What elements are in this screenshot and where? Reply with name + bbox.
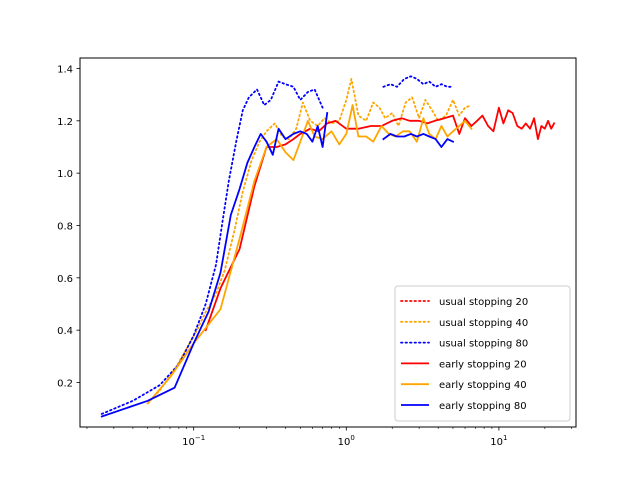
y-tick-label: 0.8 <box>57 221 73 232</box>
series-line-6 <box>100 111 455 418</box>
legend-label: early stopping 40 <box>439 380 527 391</box>
x-tick-label: 101 <box>490 434 507 448</box>
legend-label: early stopping 20 <box>439 359 527 370</box>
legend-label: usual stopping 40 <box>439 318 528 329</box>
series-line-2 <box>146 78 473 405</box>
x-tick-label: 10−1 <box>182 434 205 448</box>
x-tick-label: 100 <box>338 434 355 448</box>
y-tick-label: 1.2 <box>57 117 73 128</box>
y-tick-label: 0.6 <box>57 274 73 285</box>
series-line-4 <box>204 106 556 332</box>
legend-label: usual stopping 20 <box>439 297 528 308</box>
legend-box <box>394 285 571 422</box>
y-tick-label: 0.4 <box>57 326 73 337</box>
legend-label: usual stopping 80 <box>439 339 528 350</box>
y-tick-label: 1.4 <box>57 64 73 75</box>
legend: usual stopping 20 usual stopping 40 usual … <box>394 285 571 422</box>
series-lines <box>100 75 556 418</box>
y-tick-label: 1.0 <box>57 169 73 180</box>
plot-frame <box>79 57 577 428</box>
axes: 0.2 0.4 0.6 0.8 1.0 1.2 1.4 10−1 100 101 <box>57 57 577 448</box>
series-line-5 <box>146 104 473 405</box>
series-line-3 <box>100 75 454 415</box>
legend-label: early stopping 80 <box>439 401 527 412</box>
y-tick-label: 0.2 <box>57 379 73 390</box>
